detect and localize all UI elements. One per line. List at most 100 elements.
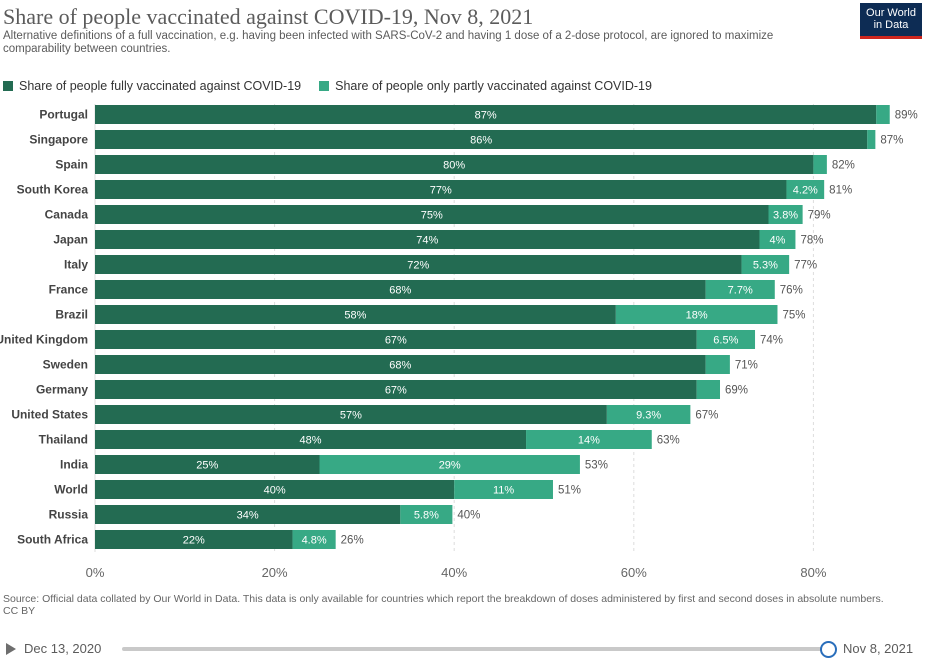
category-label: Japan [53, 233, 88, 247]
legend-label-partial: Share of people only partly vaccinated a… [335, 79, 652, 93]
bar-fully-vaccinated[interactable] [95, 480, 455, 499]
data-label-partial: 5.8% [414, 510, 439, 522]
x-tick-label: 80% [800, 565, 826, 580]
bar-fully-vaccinated[interactable] [95, 255, 742, 274]
data-label-partial: 4.2% [793, 185, 818, 197]
data-label-partial: 6.5% [713, 335, 738, 347]
data-label-full: 80% [443, 160, 465, 172]
category-label: World [54, 483, 88, 497]
legend-swatch-full [3, 81, 13, 91]
total-label: 82% [832, 160, 855, 172]
bar-fully-vaccinated[interactable] [95, 430, 527, 449]
bar-partly-vaccinated[interactable] [696, 380, 721, 399]
category-label: South Africa [17, 533, 88, 547]
data-label-partial: 4.8% [302, 535, 327, 547]
category-label: United States [11, 408, 88, 422]
bar-fully-vaccinated[interactable] [95, 530, 293, 549]
total-label: 76% [780, 285, 803, 297]
bar-partly-vaccinated[interactable] [759, 230, 796, 249]
x-tick-label: 40% [441, 565, 467, 580]
total-label: 89% [895, 110, 918, 122]
bar-fully-vaccinated[interactable] [95, 205, 769, 224]
category-label: France [49, 283, 89, 297]
bar-partly-vaccinated[interactable] [400, 505, 453, 524]
bar-fully-vaccinated[interactable] [95, 505, 401, 524]
bar-partly-vaccinated[interactable] [768, 205, 803, 224]
bar-fully-vaccinated[interactable] [95, 130, 868, 149]
x-tick-label: 20% [262, 565, 288, 580]
timeline-end-label: Nov 8, 2021 [843, 641, 914, 656]
category-label: Spain [55, 158, 88, 172]
bar-partly-vaccinated[interactable] [867, 130, 876, 149]
footer: Source: Official data collated by Our Wo… [3, 593, 903, 617]
data-label-partial: 7.7% [728, 285, 753, 297]
bar-fully-vaccinated[interactable] [95, 330, 697, 349]
bar-partly-vaccinated[interactable] [705, 355, 730, 374]
logo-line-1: Our World [866, 7, 916, 19]
bar-partly-vaccinated[interactable] [319, 455, 580, 474]
logo-line-2: in Data [873, 19, 909, 31]
bar-fully-vaccinated[interactable] [95, 305, 616, 324]
legend-item-partial[interactable]: Share of people only partly vaccinated a… [319, 79, 652, 93]
timeline: Dec 13, 2020 Nov 8, 2021 [0, 636, 928, 662]
bar-fully-vaccinated[interactable] [95, 155, 814, 174]
bar-partly-vaccinated[interactable] [454, 480, 553, 499]
bar-partly-vaccinated[interactable] [876, 105, 890, 124]
data-label-partial: 5.3% [753, 260, 778, 272]
data-label-full: 77% [430, 185, 452, 197]
source-note: Source: Official data collated by Our Wo… [3, 593, 884, 605]
total-label: 87% [880, 135, 903, 147]
category-label: Portugal [39, 108, 88, 122]
bar-partly-vaccinated[interactable] [741, 255, 790, 274]
bar-fully-vaccinated[interactable] [95, 230, 760, 249]
bar-partly-vaccinated[interactable] [813, 155, 827, 174]
legend-label-full: Share of people fully vaccinated against… [19, 79, 302, 93]
play-icon[interactable] [6, 643, 16, 655]
data-label-partial: 14% [578, 435, 600, 447]
data-label-full: 57% [340, 410, 362, 422]
total-label: 78% [800, 235, 823, 247]
bar-partly-vaccinated[interactable] [606, 405, 691, 424]
total-label: 67% [695, 410, 718, 422]
bar-fully-vaccinated[interactable] [95, 355, 706, 374]
bar-fully-vaccinated[interactable] [95, 380, 697, 399]
category-label: Singapore [29, 133, 88, 147]
bar-partly-vaccinated[interactable] [615, 305, 778, 324]
total-label: 40% [457, 510, 480, 522]
data-label-partial: 29% [439, 460, 461, 472]
data-label-partial: 4% [770, 235, 786, 247]
data-label-full: 68% [389, 360, 411, 372]
data-label-full: 34% [237, 510, 259, 522]
category-label: Sweden [43, 358, 88, 372]
total-label: 75% [782, 310, 805, 322]
bar-chart: 0% 20% 40% 60% 80% Portugal 87% 89% Singapore 86%… [0, 104, 918, 580]
bar-fully-vaccinated[interactable] [95, 180, 787, 199]
data-label-full: 75% [421, 210, 443, 222]
legend: Share of people fully vaccinated against… [3, 78, 670, 94]
bar-partly-vaccinated[interactable] [696, 330, 756, 349]
owid-logo[interactable]: Our World in Data [860, 3, 922, 39]
legend-item-full[interactable]: Share of people fully vaccinated against… [3, 79, 301, 93]
bar-partly-vaccinated[interactable] [705, 280, 775, 299]
total-label: 51% [558, 485, 581, 497]
bar-partly-vaccinated[interactable] [526, 430, 652, 449]
bar-partly-vaccinated[interactable] [292, 530, 336, 549]
data-label-full: 87% [475, 110, 497, 122]
timeline-track[interactable] [122, 647, 828, 651]
category-label: Germany [36, 383, 88, 397]
total-label: 26% [341, 535, 364, 547]
data-label-full: 67% [385, 335, 407, 347]
category-label: India [60, 458, 88, 472]
category-label: Canada [45, 208, 89, 222]
data-label-full: 86% [470, 135, 492, 147]
timeline-handle[interactable] [820, 641, 837, 658]
bar-fully-vaccinated[interactable] [95, 105, 877, 124]
data-label-full: 72% [407, 260, 429, 272]
bar-fully-vaccinated[interactable] [95, 405, 607, 424]
total-label: 53% [585, 460, 608, 472]
legend-swatch-partial [319, 81, 330, 91]
bar-fully-vaccinated[interactable] [95, 455, 320, 474]
data-label-full: 25% [196, 460, 218, 472]
bar-fully-vaccinated[interactable] [95, 280, 706, 299]
bar-partly-vaccinated[interactable] [786, 180, 825, 199]
